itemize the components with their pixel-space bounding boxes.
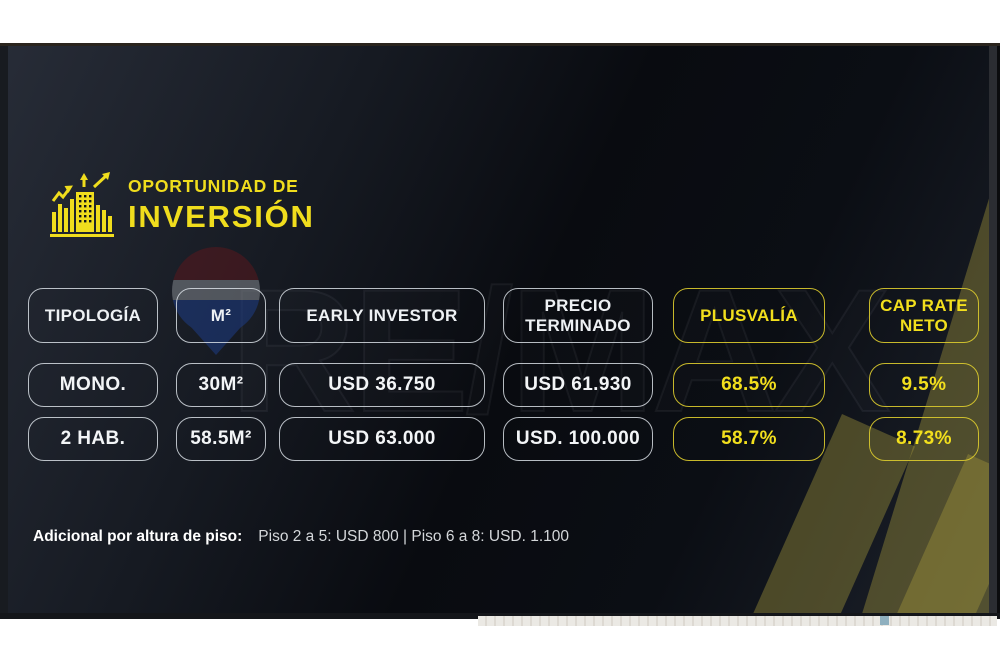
cell-precio-terminado: USD 61.930 — [503, 363, 653, 407]
slide-title-line1: OPORTUNIDAD DE — [128, 175, 299, 196]
cell-m2: 58.5M² — [176, 417, 266, 461]
cell-cap-rate-neto: 9.5% — [869, 363, 979, 407]
header-plusvalia: PLUSVALÍA — [673, 288, 825, 343]
header-precio-terminado: PRECIO TERMINADO — [503, 288, 653, 343]
cell-early-investor: USD 63.000 — [279, 417, 485, 461]
slide-frame-right — [989, 46, 1000, 613]
table-row: MONO. 30M² USD 36.750 USD 61.930 68.5% 9… — [28, 363, 979, 407]
slide-frame-left — [0, 46, 8, 613]
cell-m2: 30M² — [176, 363, 266, 407]
growth-buildings-icon — [50, 172, 114, 237]
header-cap-rate-neto: CAP RATE NETO — [869, 288, 979, 343]
slide-logo: OPORTUNIDAD DE INVERSIÓN — [50, 172, 315, 238]
remax-balloon-icon — [172, 247, 260, 355]
cell-precio-terminado: USD. 100.000 — [503, 417, 653, 461]
investment-table: TIPOLOGÍA M² EARLY INVESTOR PRECIO TERMI… — [28, 288, 979, 471]
cell-cap-rate-neto: 8.73% — [869, 417, 979, 461]
table-header-row: TIPOLOGÍA M² EARLY INVESTOR PRECIO TERMI… — [28, 288, 979, 343]
floor-surcharge-note: Adicional por altura de piso: Piso 2 a 5:… — [33, 528, 569, 546]
investment-slide: RE/MAX — [0, 43, 1000, 619]
cell-tipologia: 2 HAB. — [28, 417, 158, 461]
background-window-detail — [880, 616, 889, 625]
note-value: Piso 2 a 5: USD 800 | Piso 6 a 8: USD. 1… — [258, 528, 570, 545]
slide-title: OPORTUNIDAD DE INVERSIÓN — [128, 176, 315, 235]
table-row: 2 HAB. 58.5M² USD 63.000 USD. 100.000 58… — [28, 417, 979, 461]
remax-watermark-text: RE/MAX — [229, 254, 892, 449]
header-tipologia: TIPOLOGÍA — [28, 288, 158, 343]
header-m2: M² — [176, 288, 266, 343]
note-label: Adicional por altura de piso: — [33, 528, 243, 545]
slide-title-line2: INVERSIÓN — [128, 198, 315, 234]
cell-plusvalia: 58.7% — [673, 417, 825, 461]
header-early-investor: EARLY INVESTOR — [279, 288, 485, 343]
cell-tipologia: MONO. — [28, 363, 158, 407]
background-window-strip — [478, 616, 997, 626]
cell-early-investor: USD 36.750 — [279, 363, 485, 407]
cell-plusvalia: 68.5% — [673, 363, 825, 407]
